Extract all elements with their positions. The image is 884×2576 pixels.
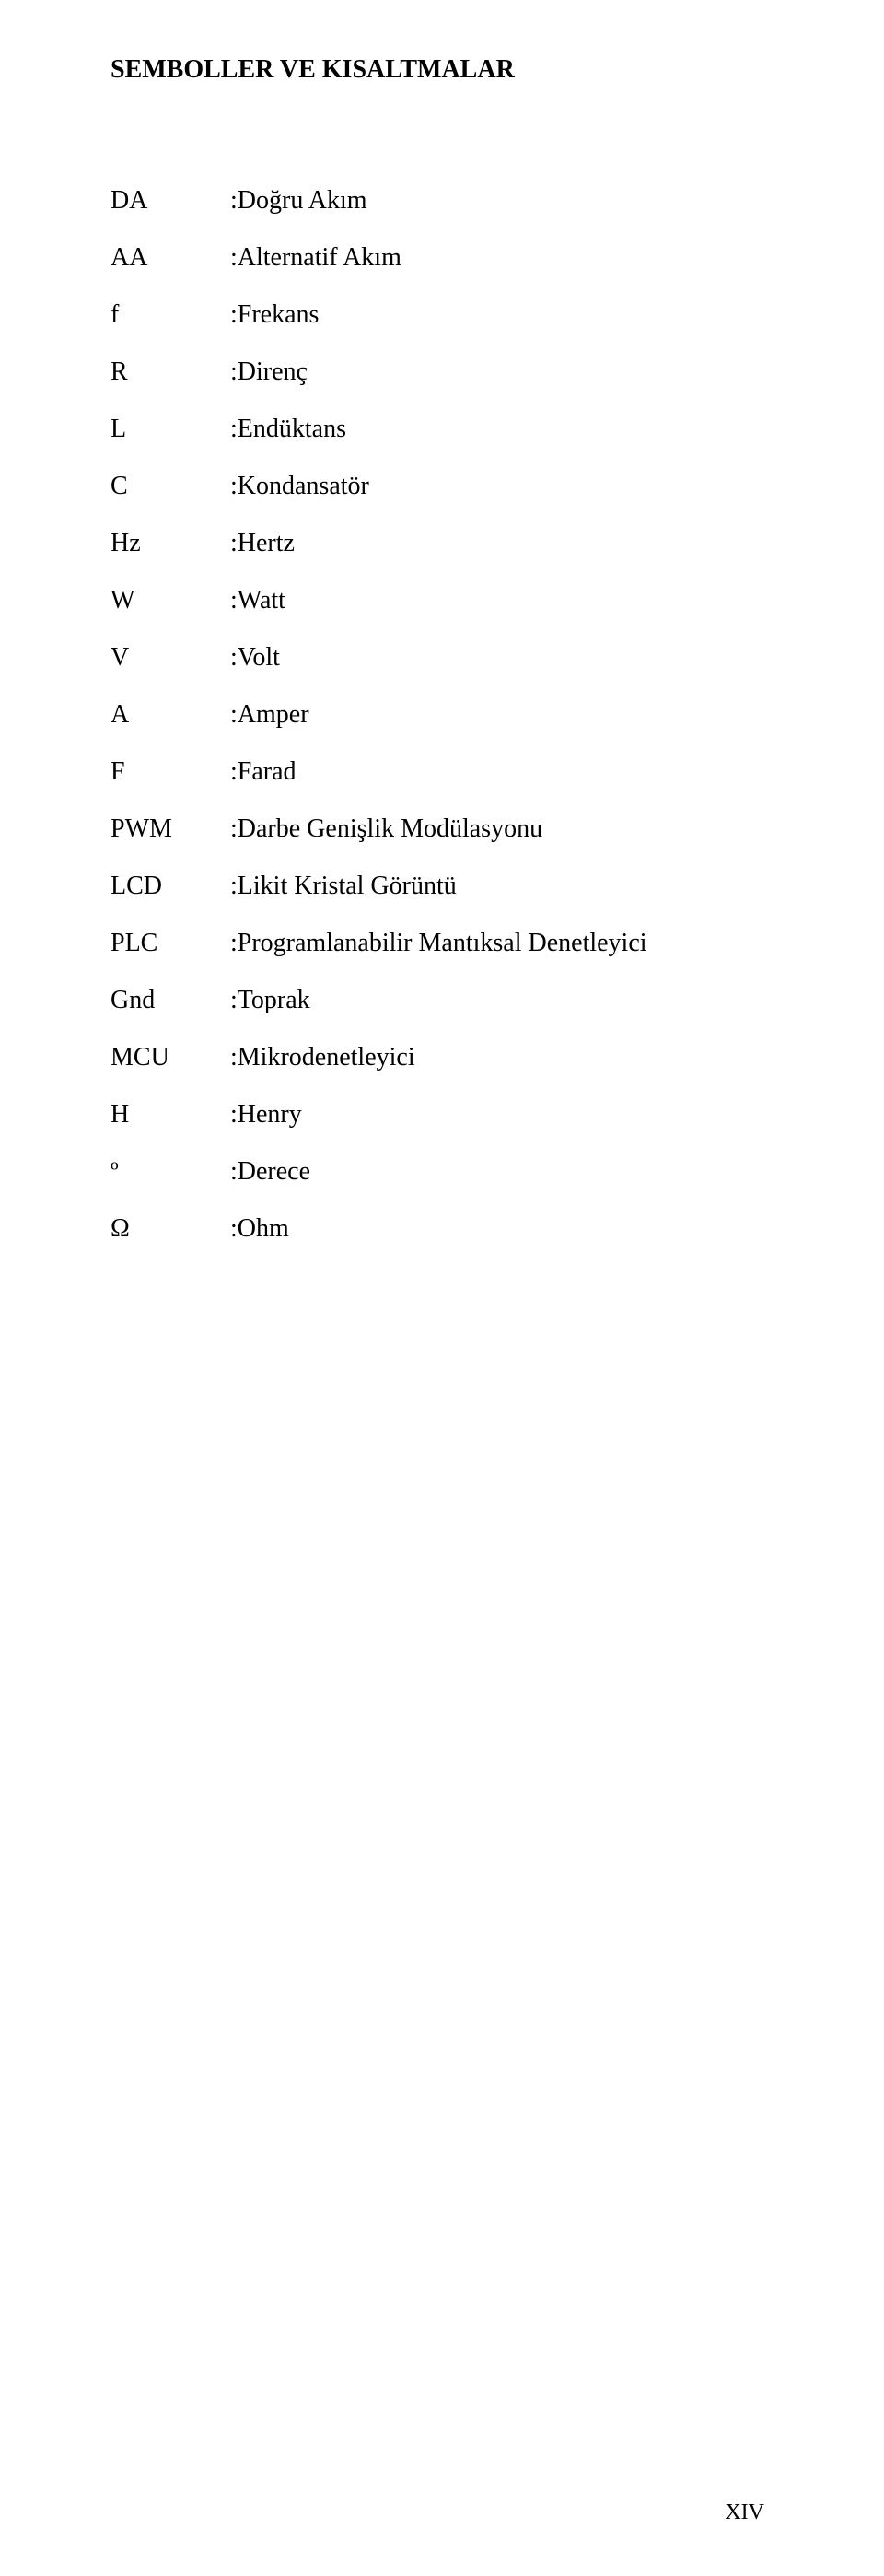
symbol: LCD <box>110 872 230 901</box>
definition: :Likit Kristal Görüntü <box>230 872 774 901</box>
symbol: H <box>110 1100 230 1130</box>
list-item: Gnd:Toprak <box>110 986 774 1015</box>
symbol: W <box>110 586 230 615</box>
list-item: f:Frekans <box>110 300 774 330</box>
list-item: PLC:Programlanabilir Mantıksal Denetleyi… <box>110 929 774 958</box>
list-item: MCU:Mikrodenetleyici <box>110 1043 774 1072</box>
list-item: LCD:Likit Kristal Görüntü <box>110 872 774 901</box>
definition: :Mikrodenetleyici <box>230 1043 774 1072</box>
symbol: C <box>110 472 230 501</box>
list-item: DA:Doğru Akım <box>110 186 774 216</box>
definition: :Direnç <box>230 357 774 387</box>
definition: :Frekans <box>230 300 774 330</box>
definition: :Ohm <box>230 1214 774 1244</box>
symbol: DA <box>110 186 230 216</box>
symbol: PWM <box>110 814 230 844</box>
symbol: V <box>110 643 230 673</box>
symbol: Ω <box>110 1214 230 1244</box>
list-item: H:Henry <box>110 1100 774 1130</box>
page: SEMBOLLER VE KISALTMALAR DA:Doğru Akım A… <box>0 0 884 2576</box>
list-item: PWM:Darbe Genişlik Modülasyonu <box>110 814 774 844</box>
symbol: Gnd <box>110 986 230 1015</box>
page-title: SEMBOLLER VE KISALTMALAR <box>110 55 774 85</box>
symbol: MCU <box>110 1043 230 1072</box>
symbol: f <box>110 300 230 330</box>
definition: :Alternatif Akım <box>230 243 774 273</box>
definition: :Doğru Akım <box>230 186 774 216</box>
definition: :Farad <box>230 757 774 787</box>
symbol: AA <box>110 243 230 273</box>
list-item: Hz:Hertz <box>110 529 774 558</box>
definition: :Endüktans <box>230 415 774 444</box>
list-item: AA:Alternatif Akım <box>110 243 774 273</box>
definition: :Kondansatör <box>230 472 774 501</box>
symbol: º <box>110 1157 230 1187</box>
definition: :Hertz <box>230 529 774 558</box>
symbol: Hz <box>110 529 230 558</box>
symbol: R <box>110 357 230 387</box>
list-item: F:Farad <box>110 757 774 787</box>
symbol: F <box>110 757 230 787</box>
symbol: PLC <box>110 929 230 958</box>
list-item: V:Volt <box>110 643 774 673</box>
symbol-list: DA:Doğru Akım AA:Alternatif Akım f:Freka… <box>110 186 774 1244</box>
definition: :Amper <box>230 700 774 730</box>
definition: :Programlanabilir Mantıksal Denetleyici <box>230 929 774 958</box>
definition: :Derece <box>230 1157 774 1187</box>
symbol: A <box>110 700 230 730</box>
definition: :Henry <box>230 1100 774 1130</box>
list-item: Ω:Ohm <box>110 1214 774 1244</box>
symbol: L <box>110 415 230 444</box>
list-item: º:Derece <box>110 1157 774 1187</box>
definition: :Toprak <box>230 986 774 1015</box>
list-item: W:Watt <box>110 586 774 615</box>
page-number: XIV <box>725 2500 764 2525</box>
list-item: L:Endüktans <box>110 415 774 444</box>
definition: :Volt <box>230 643 774 673</box>
definition: :Watt <box>230 586 774 615</box>
definition: :Darbe Genişlik Modülasyonu <box>230 814 774 844</box>
list-item: R:Direnç <box>110 357 774 387</box>
list-item: A:Amper <box>110 700 774 730</box>
list-item: C:Kondansatör <box>110 472 774 501</box>
